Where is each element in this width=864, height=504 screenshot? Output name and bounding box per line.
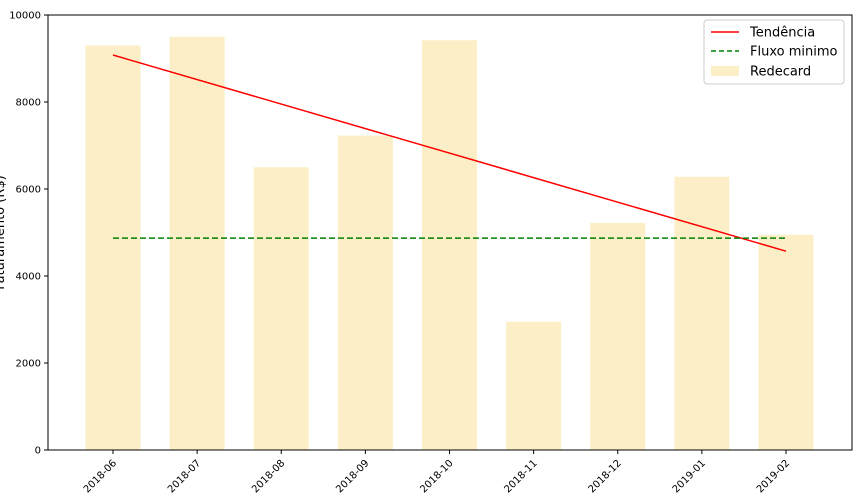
x-tick-label: 2018-08	[250, 458, 287, 495]
x-tick-label: 2018-12	[587, 458, 624, 495]
y-tick-label: 2000	[16, 359, 41, 370]
y-tick-label: 6000	[16, 185, 41, 196]
legend: Tendência Fluxo minimo Redecard	[703, 19, 845, 85]
x-axis: 2018-06 2018-07 2018-08 2018-09 2018-10 2018-…	[82, 450, 792, 495]
y-axis: 0 2000 4000 6000 8000 10000	[9, 11, 48, 457]
bar-2018-09	[337, 135, 393, 450]
x-tick-label: 2018-06	[82, 458, 119, 495]
bar-2018-12	[590, 222, 646, 450]
bar-2018-11	[506, 321, 562, 450]
x-tick-label: 2019-01	[671, 458, 708, 495]
trend-line	[112, 54, 787, 252]
y-tick-label: 8000	[16, 98, 41, 109]
bar-2018-07	[169, 36, 225, 450]
x-tick-label: 2018-11	[502, 458, 539, 495]
bar-2019-02	[758, 234, 814, 450]
legend-label: Redecard	[750, 65, 811, 80]
bars-group	[85, 36, 814, 450]
x-tick-label: 2018-07	[166, 458, 203, 495]
legend-redecard-swatch	[711, 66, 739, 76]
bar-2019-01	[674, 176, 730, 450]
legend-label: Fluxo minimo	[750, 45, 837, 60]
bar-2018-10	[422, 40, 477, 450]
legend-label: Tendência	[749, 26, 815, 41]
x-tick-label: 2018-10	[418, 458, 455, 495]
y-tick-label: 10000	[9, 11, 41, 22]
y-tick-label: 4000	[16, 272, 41, 283]
y-tick-label: 0	[35, 446, 41, 457]
bar-2018-08	[253, 167, 309, 450]
x-tick-label: 2018-09	[334, 458, 371, 495]
y-axis-label: Faturamento (R$)	[0, 175, 8, 289]
lines-group	[112, 54, 787, 252]
bar-2018-06	[85, 45, 141, 450]
x-tick-label: 2019-02	[755, 458, 792, 495]
